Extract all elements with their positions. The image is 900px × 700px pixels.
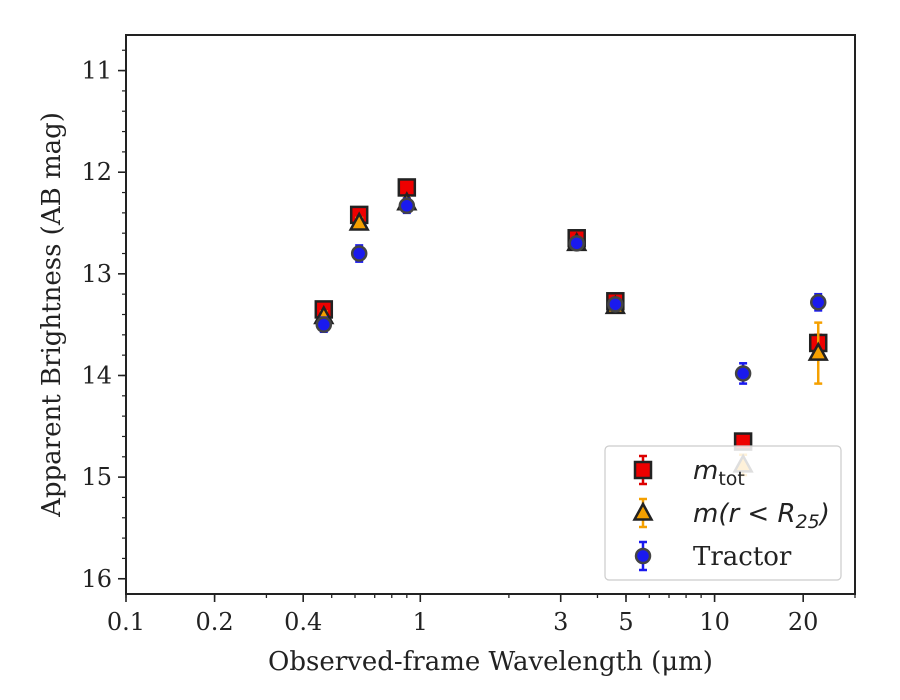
x-tick-label: 0.2 (196, 608, 234, 636)
x-tick-label: 3 (553, 608, 568, 636)
y-tick-label: 15 (81, 463, 112, 491)
data-point (315, 316, 333, 333)
legend-marker (632, 501, 654, 521)
legend-label: Tractor (693, 542, 792, 572)
x-axis-label: Observed-frame Wavelength (μm) (268, 647, 713, 677)
data-point (809, 294, 827, 311)
y-tick-label: 12 (81, 158, 112, 186)
data-point (568, 235, 585, 252)
legend-box (604, 445, 842, 581)
x-tick-label: 0.4 (284, 608, 322, 636)
y-tick-label: 14 (81, 361, 112, 389)
legend: mtot m(r < R25) Tractor (604, 445, 842, 581)
x-tick-label: 20 (788, 608, 819, 636)
y-tick-label: 11 (81, 57, 112, 85)
y-tick-label: 13 (81, 260, 112, 288)
legend-marker (633, 460, 653, 480)
x-tick-label: 10 (699, 608, 730, 636)
legend-marker (634, 547, 652, 565)
x-tick-label: 0.1 (107, 608, 145, 636)
series-layer (313, 178, 829, 477)
data-point (348, 211, 370, 231)
legend-label: m(r < R25) (693, 499, 830, 533)
x-tick-label: 1 (413, 608, 428, 636)
series-2 (315, 197, 827, 385)
y-axis: 11 12 13 14 15 16 (81, 49, 126, 593)
data-point (350, 245, 368, 262)
y-axis-label: Apparent Brightness (AB mag) (37, 112, 67, 518)
legend-label: mtot (693, 456, 745, 490)
series-0 (314, 178, 828, 451)
data-point (807, 341, 829, 361)
data-point (734, 365, 752, 382)
data-point (398, 197, 416, 214)
x-tick-label: 5 (618, 608, 633, 636)
x-axis: 0.1 0.2 0.4 1 3 5 10 20 (107, 594, 856, 636)
data-point (607, 296, 624, 313)
y-tick-label: 16 (81, 565, 112, 593)
